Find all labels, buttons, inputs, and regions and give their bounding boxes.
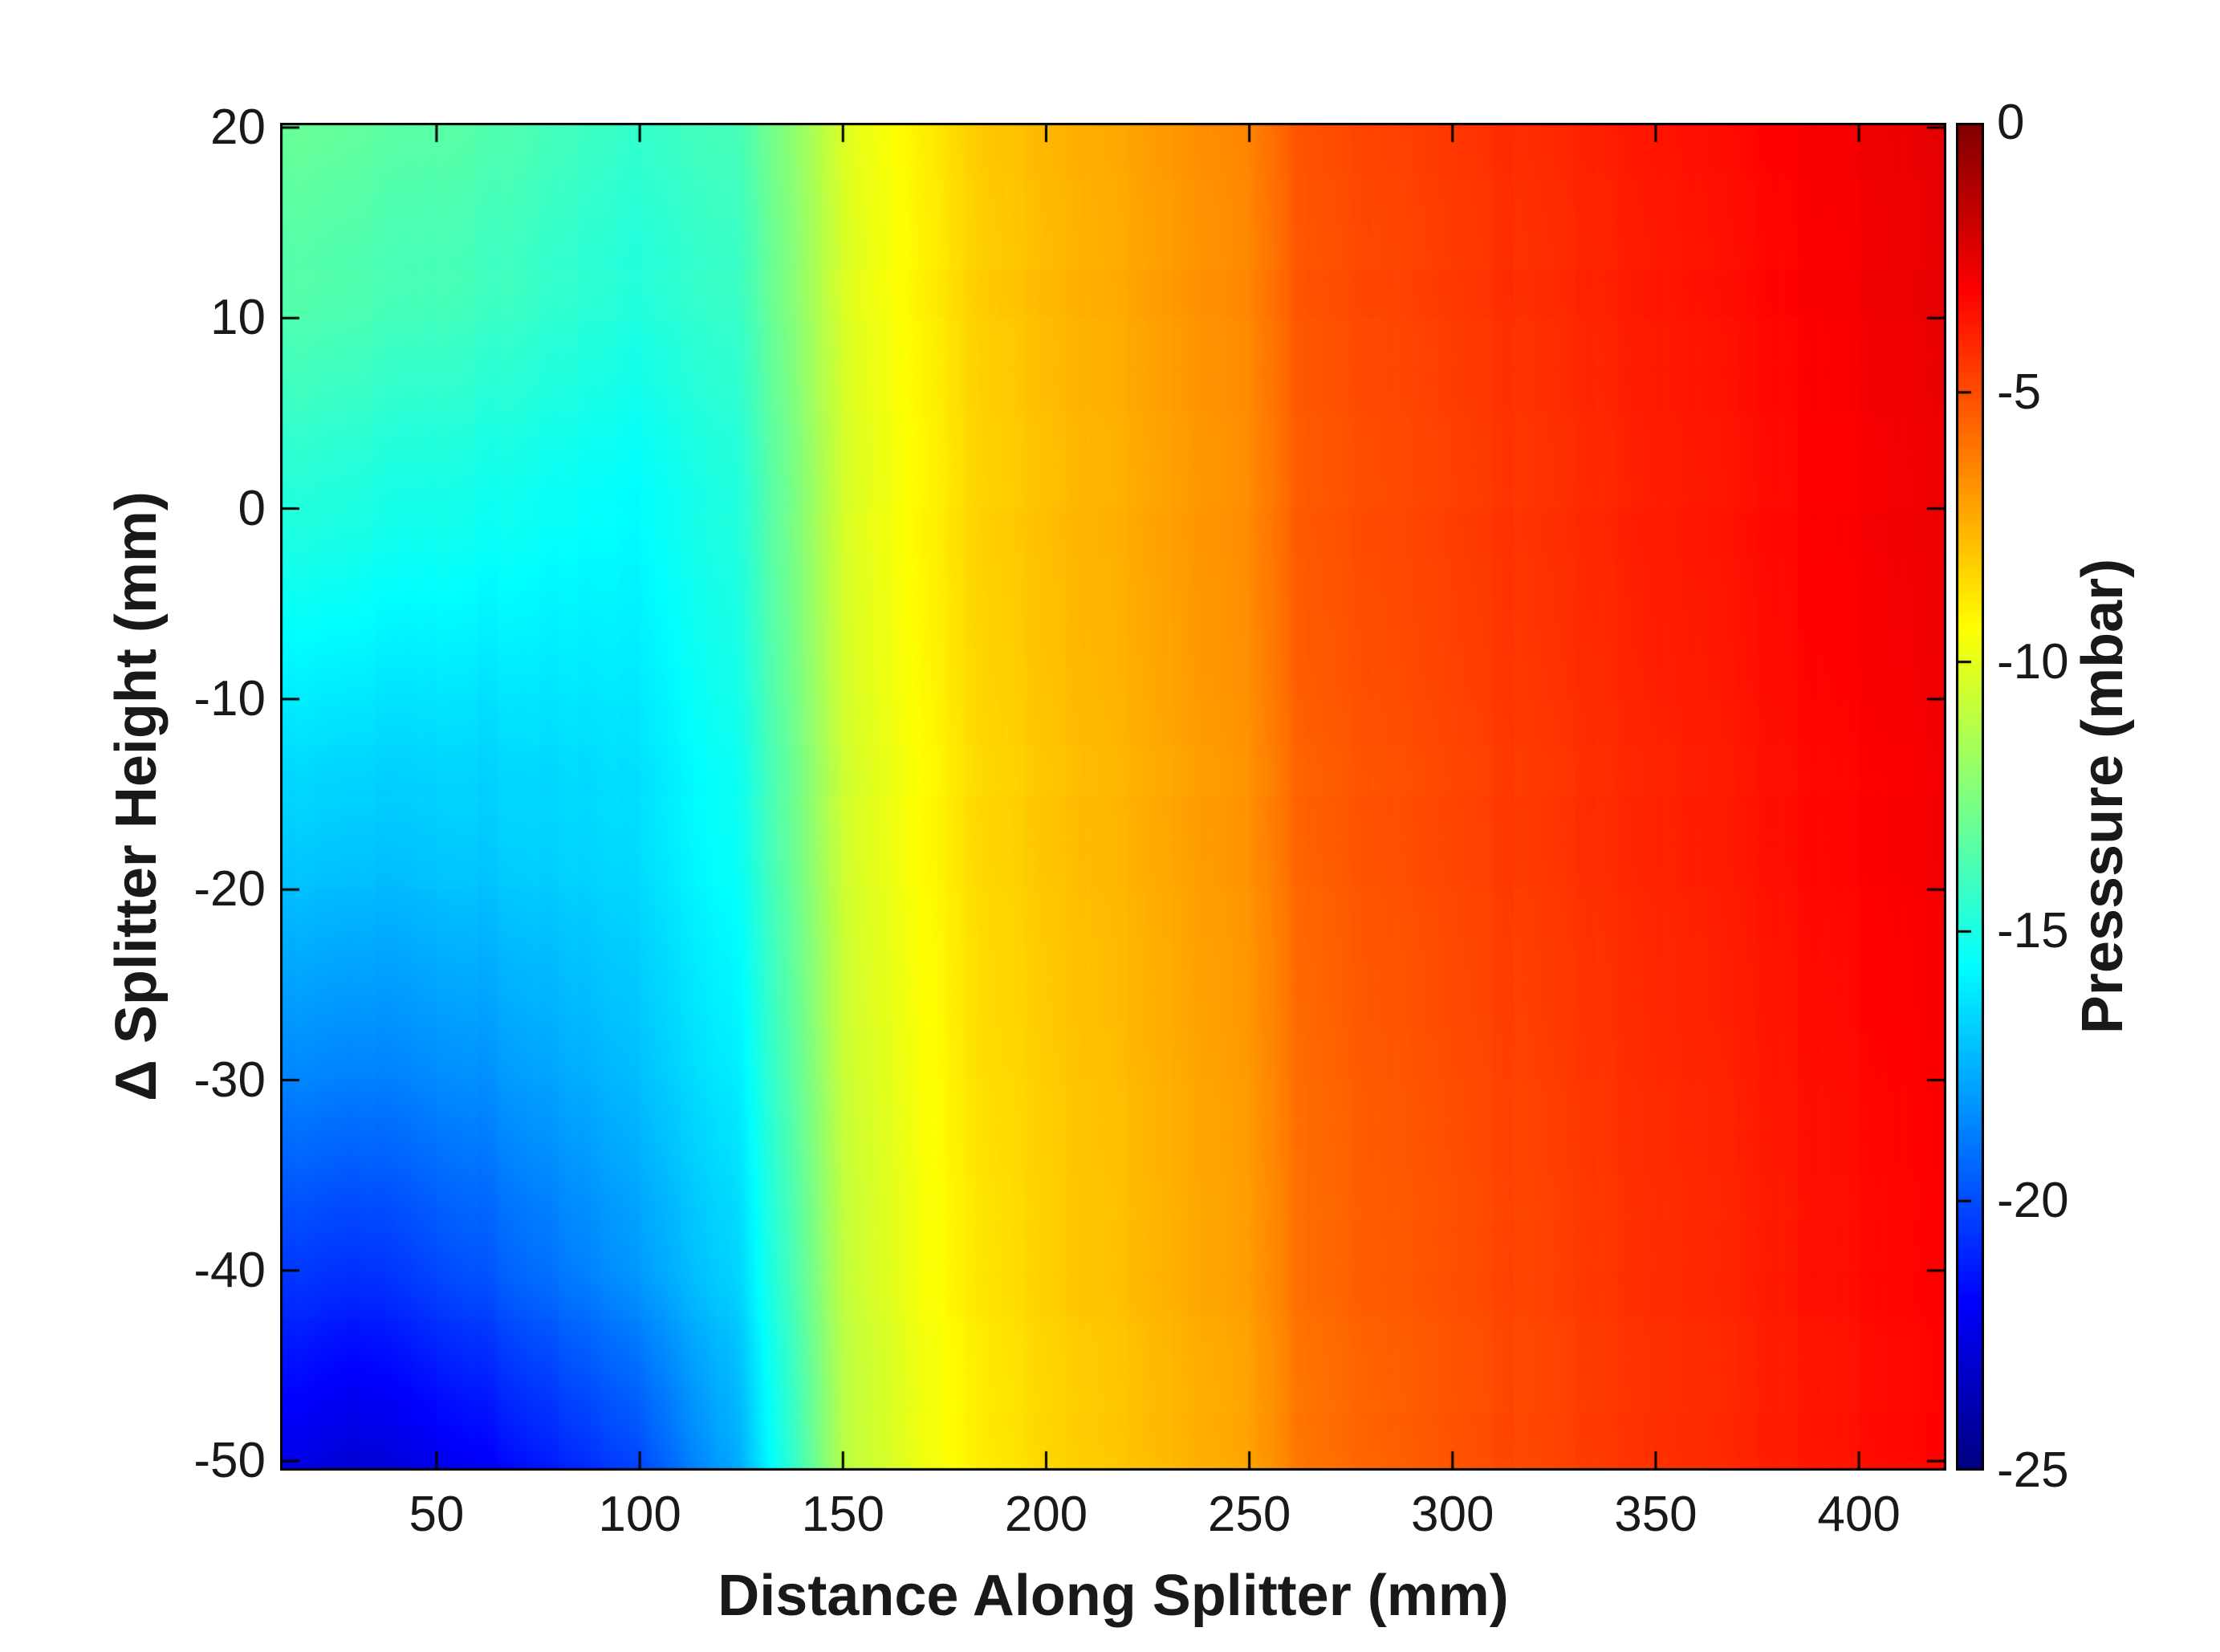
- colorbar-canvas: [1956, 123, 1984, 1471]
- y-tick-label: -40: [193, 1242, 266, 1298]
- colorbar-tick-label: -15: [1997, 903, 2069, 959]
- x-tick-label: 200: [1004, 1487, 1088, 1542]
- y-tick-label: 0: [238, 480, 266, 536]
- x-axis-label: Distance Along Splitter (mm): [718, 1564, 1509, 1628]
- colorbar-tick-label: 0: [1997, 95, 2025, 150]
- colorbar-label: Presssure (mbar): [2071, 558, 2135, 1035]
- x-tick-label: 150: [801, 1487, 884, 1542]
- colorbar-tick-label: -20: [1997, 1173, 2069, 1229]
- y-tick-label: -50: [193, 1433, 266, 1489]
- heatmap-canvas: [280, 123, 1946, 1471]
- x-tick-label: 250: [1207, 1487, 1291, 1542]
- x-tick-label: 300: [1411, 1487, 1494, 1542]
- colorbar-tick-label: -25: [1997, 1442, 2069, 1498]
- x-tick-label: 50: [409, 1487, 465, 1542]
- y-tick-label: -20: [193, 861, 266, 918]
- colorbar-tick-label: -10: [1997, 633, 2069, 690]
- y-tick-label: 20: [210, 99, 266, 155]
- y-tick-label: -10: [193, 670, 266, 726]
- y-tick-label: 10: [210, 290, 266, 346]
- x-tick-label: 350: [1614, 1487, 1698, 1542]
- y-axis-label: Δ Splitter Height (mm): [104, 491, 169, 1101]
- y-tick-label: -30: [193, 1052, 266, 1108]
- x-tick-label: 400: [1817, 1487, 1901, 1542]
- x-tick-label: 100: [598, 1487, 681, 1542]
- colorbar-tick-label: -5: [1997, 364, 2042, 420]
